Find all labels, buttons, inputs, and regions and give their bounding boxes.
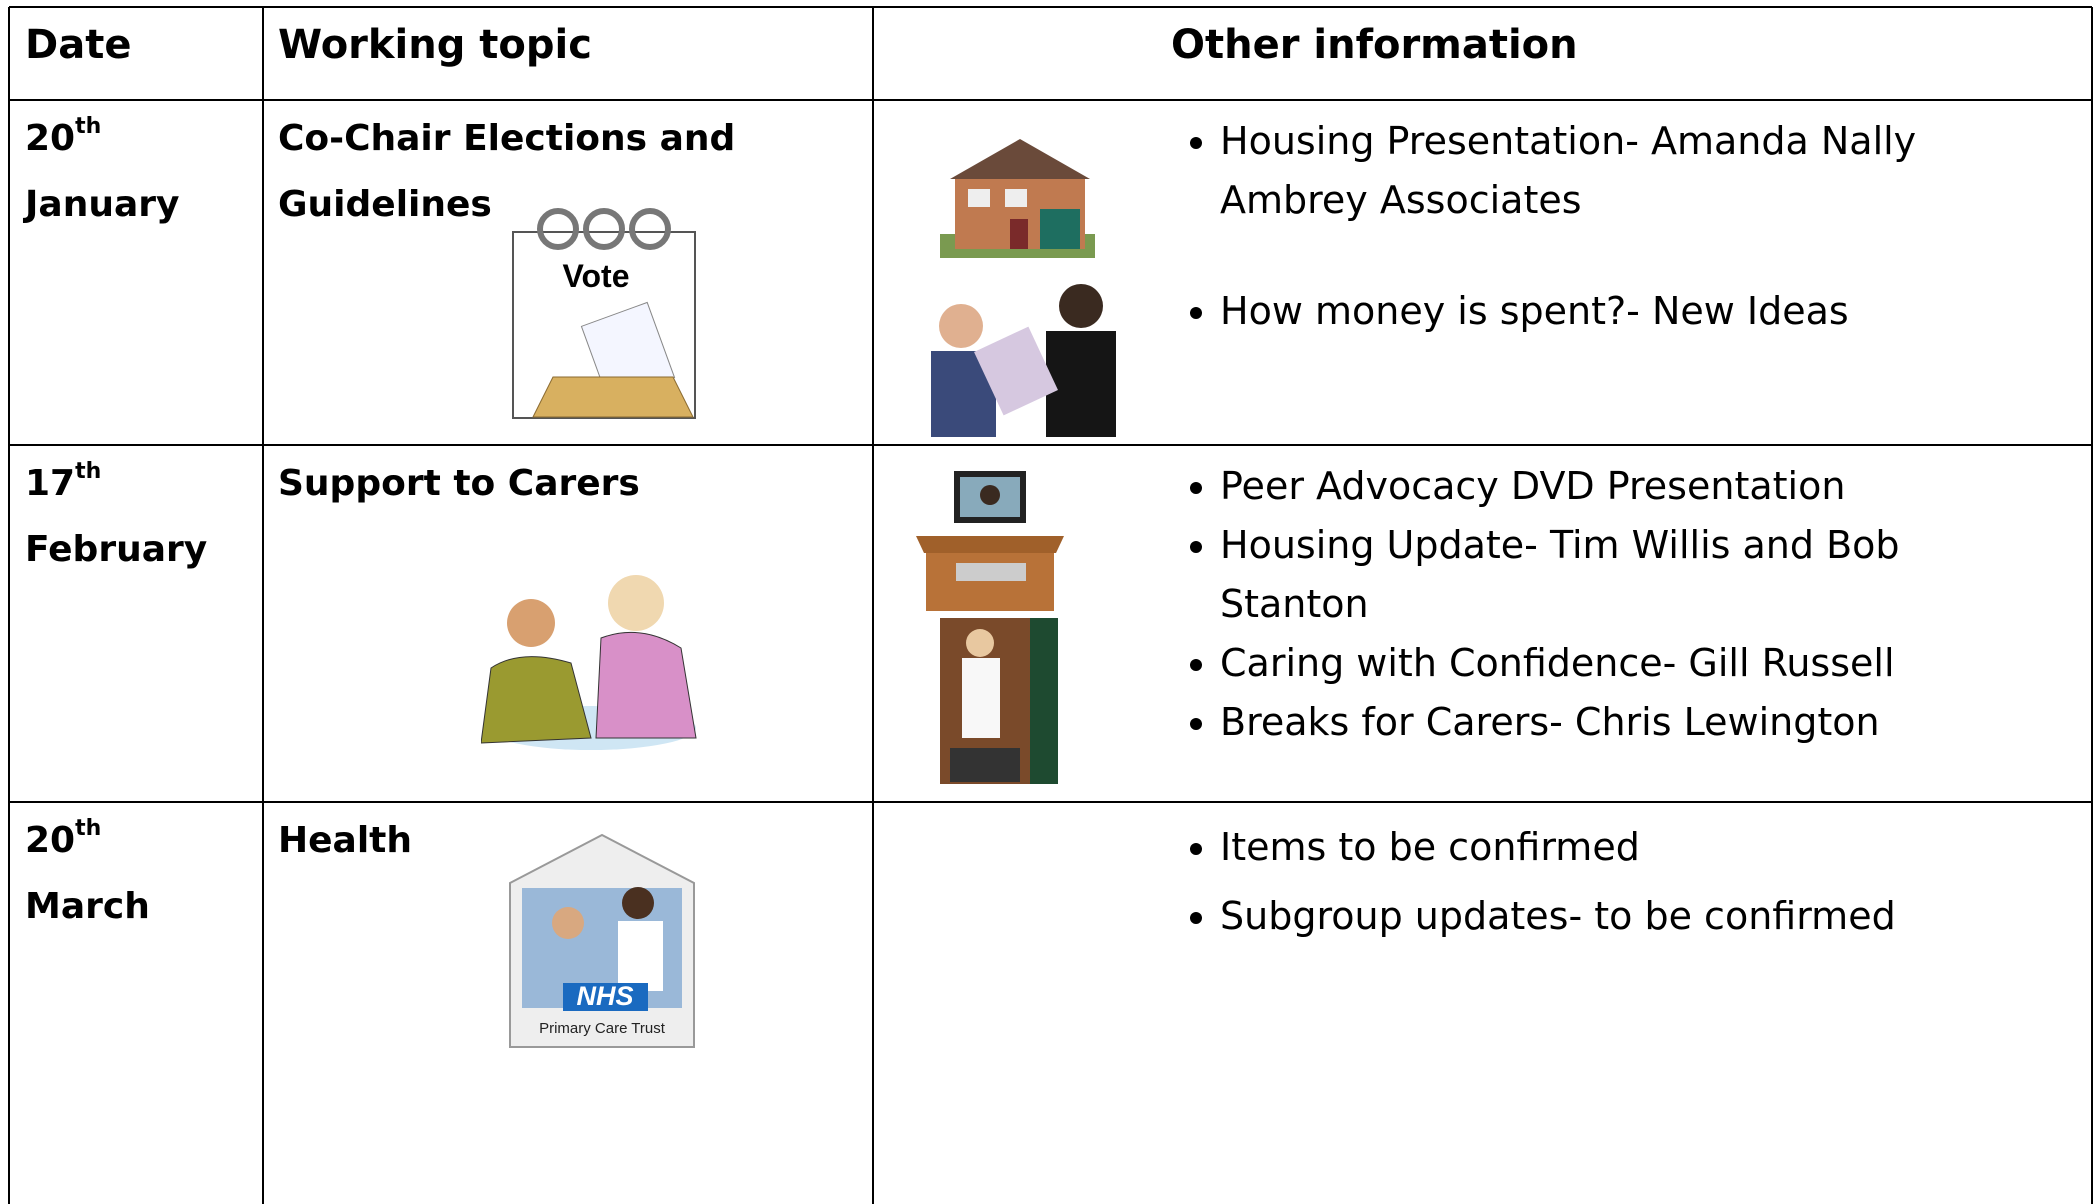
rule bbox=[9, 801, 2092, 803]
header-cell: Date bbox=[25, 22, 132, 68]
info-list: Housing Presentation- Amanda Nally Ambre… bbox=[1176, 112, 2050, 341]
info-item: Peer Advocacy DVD Presentation bbox=[1220, 457, 2050, 516]
topic-cell: Support to Carers bbox=[278, 463, 640, 504]
date-day-line: 20th bbox=[25, 106, 255, 172]
vote-image: Vote bbox=[512, 208, 696, 419]
info-list: Peer Advocacy DVD PresentationHousing Up… bbox=[1176, 457, 2050, 752]
rule bbox=[2091, 7, 2093, 1204]
date-suffix: th bbox=[75, 114, 102, 139]
house-image bbox=[940, 139, 1095, 258]
info-item: Subgroup updates- to be confirmed bbox=[1220, 887, 2050, 946]
rule bbox=[8, 7, 10, 1204]
handshake-image bbox=[931, 284, 1116, 437]
date-day-line: 17th bbox=[25, 451, 255, 517]
header-cell: Other information bbox=[1171, 22, 1578, 68]
date-day: 20 bbox=[25, 820, 76, 861]
date-cell: 20th January bbox=[25, 106, 255, 238]
date-month: February bbox=[25, 529, 208, 570]
rule bbox=[872, 7, 874, 1204]
carers-image bbox=[481, 575, 697, 750]
rule bbox=[9, 444, 2092, 446]
doorway-image bbox=[940, 618, 1058, 784]
header-cell: Working topic bbox=[278, 22, 592, 68]
date-suffix: th bbox=[75, 816, 102, 841]
date-day: 17 bbox=[25, 463, 76, 504]
info-item: Caring with Confidence- Gill Russell bbox=[1220, 634, 2050, 693]
image-label: Primary Care Trust bbox=[539, 1020, 666, 1037]
info-item: Items to be confirmed bbox=[1220, 818, 2050, 877]
date-day: 20 bbox=[25, 118, 76, 159]
date-month: January bbox=[25, 184, 180, 225]
date-suffix: th bbox=[75, 459, 102, 484]
info-item: How money is spent?- New Ideas bbox=[1220, 282, 2050, 341]
date-month: March bbox=[25, 886, 150, 927]
image-label: NHS bbox=[576, 981, 633, 1011]
nhs-image: NHS Primary Care Trust bbox=[509, 833, 695, 1048]
rule bbox=[9, 99, 2092, 101]
rule bbox=[262, 7, 264, 1204]
tv-image bbox=[916, 471, 1064, 611]
image-label: Vote bbox=[563, 258, 630, 294]
rule bbox=[9, 6, 2092, 8]
info-list: Items to be confirmed Subgroup updates- t… bbox=[1176, 818, 2050, 946]
info-item: Housing Presentation- Amanda Nally Ambre… bbox=[1220, 112, 2050, 230]
date-cell: 20th March bbox=[25, 808, 255, 940]
topic-cell: Co-Chair Elections and Guidelines bbox=[278, 118, 736, 225]
date-cell: 17th February bbox=[25, 451, 255, 583]
info-item: Breaks for Carers- Chris Lewington bbox=[1220, 693, 2050, 752]
info-item: Housing Update- Tim Willis and Bob Stant… bbox=[1220, 516, 2050, 634]
date-day-line: 20th bbox=[25, 808, 255, 874]
topic-cell: Health bbox=[278, 820, 413, 861]
